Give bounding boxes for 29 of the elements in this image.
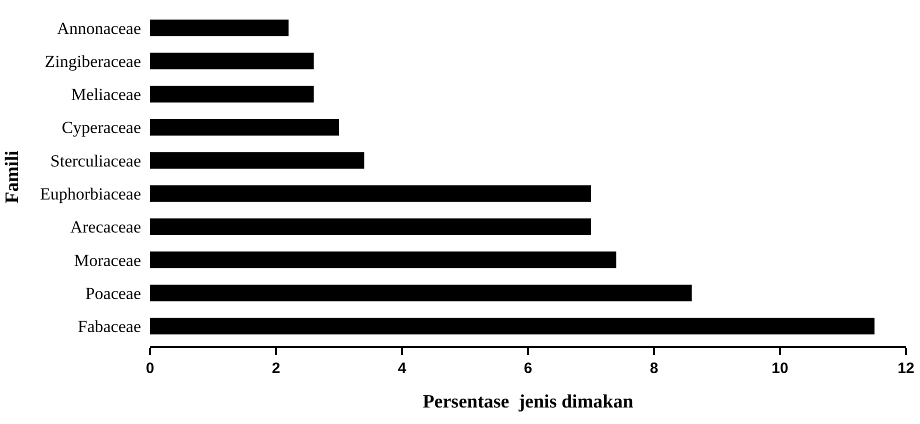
y-tick-label: Arecaceae	[70, 218, 141, 237]
y-axis-title: Famili	[2, 150, 23, 204]
bar	[150, 52, 314, 70]
y-tick-label: Moraceae	[74, 250, 141, 270]
y-tick-label: Poaceae	[85, 284, 141, 303]
bar	[150, 119, 339, 136]
y-tick-label: Fabaceae	[78, 317, 141, 336]
bar	[150, 86, 314, 102]
x-tick-label: 8	[650, 360, 658, 377]
x-tick-label: 4	[398, 360, 407, 377]
y-tick-label: Zingiberaceae	[44, 52, 141, 71]
x-tick-label: 10	[772, 360, 788, 377]
x-tick-label: 12	[898, 360, 914, 377]
x-axis-title: Persentase jenis dimakan	[422, 391, 634, 412]
y-tick-label: Sterculiaceae	[50, 151, 141, 170]
y-tick-label: Meliaceae	[71, 85, 141, 104]
x-tick-label: 6	[524, 360, 532, 377]
bar	[150, 152, 364, 169]
bar	[150, 218, 591, 235]
bar	[150, 284, 692, 302]
bar	[150, 252, 616, 268]
bar	[150, 20, 289, 36]
y-tick-label: Cyperaceae	[62, 118, 141, 138]
x-tick-label: 0	[146, 360, 154, 377]
bar	[150, 318, 874, 334]
x-tick-label: 2	[272, 360, 280, 377]
y-tick-label: Euphorbiaceae	[40, 184, 141, 204]
bar	[150, 185, 591, 202]
y-tick-label: Annonaceae	[56, 18, 141, 38]
